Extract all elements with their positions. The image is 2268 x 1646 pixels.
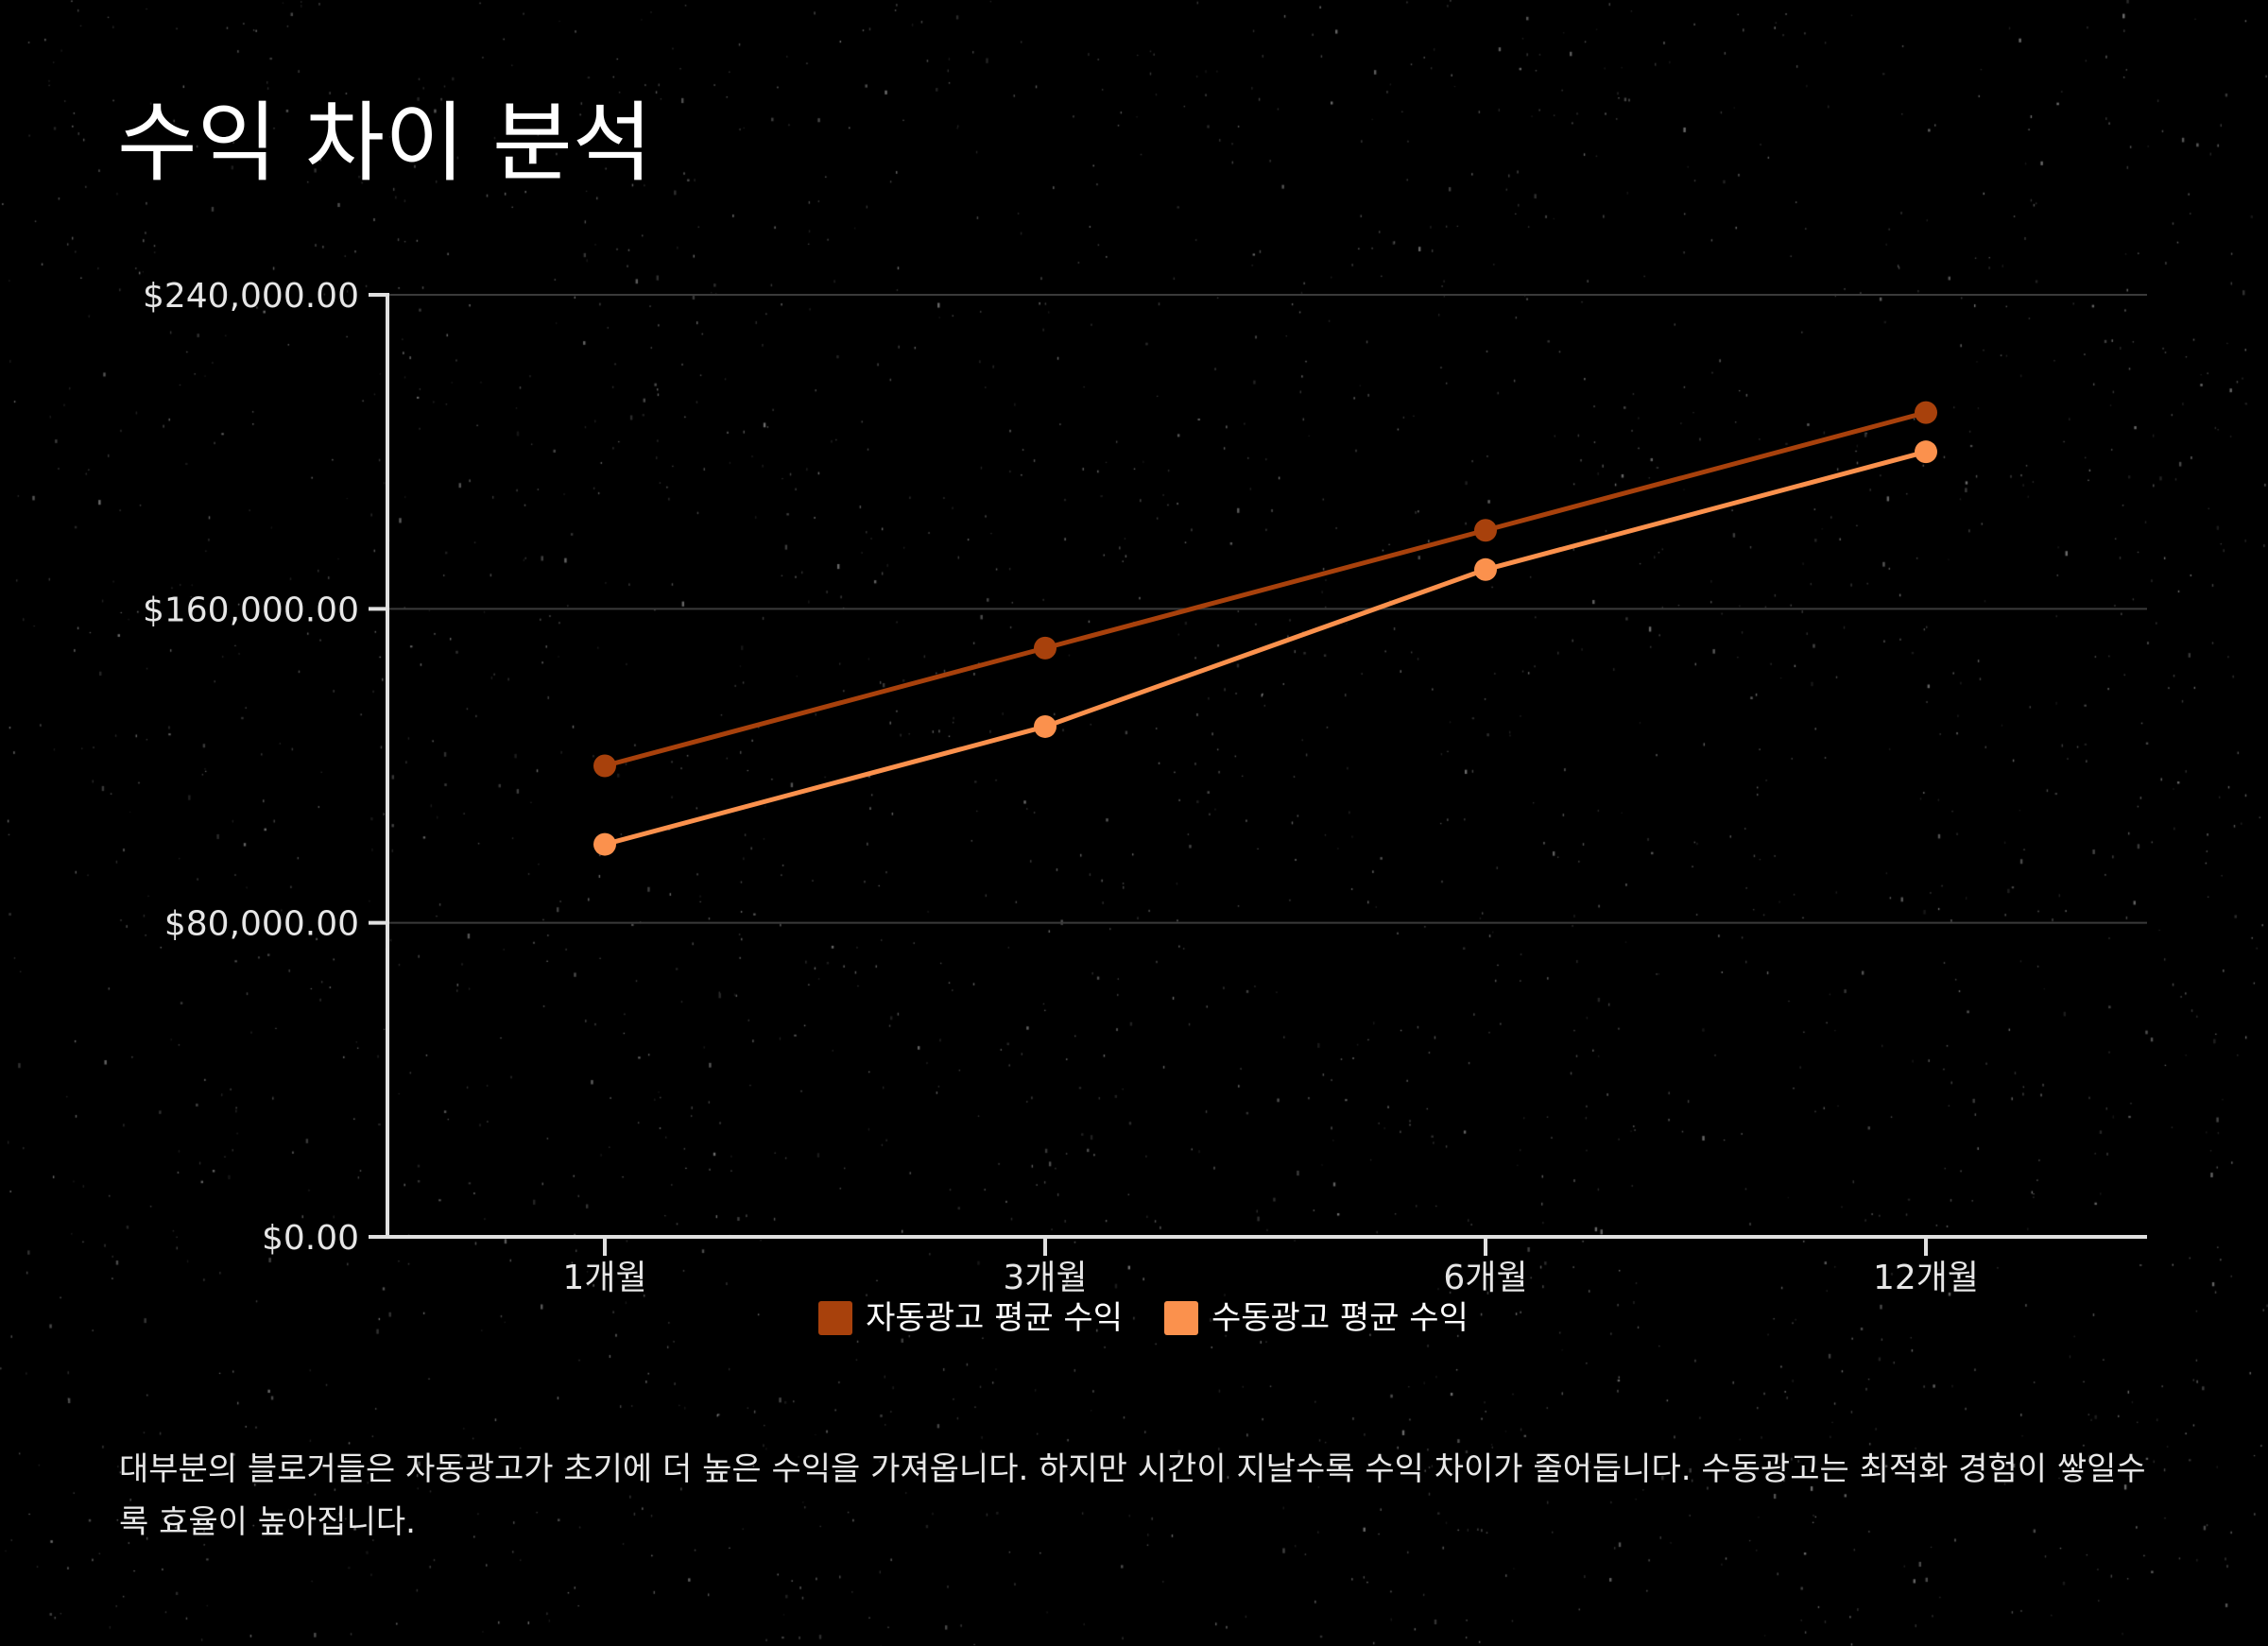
y-tick-label: $160,000.00 [143,591,359,629]
legend-swatch-auto [818,1301,853,1335]
axes: $0.00 $80,000.00 $160,000.00 $240,000.00 1개월… [143,277,2147,1297]
x-tick-label: 3개월 [1003,1259,1087,1297]
legend-label-manual: 수동광고 평균 수익 [1211,1299,1469,1337]
legend: 자동광고 평균 수익 수동광고 평균 수익 [0,1295,2268,1341]
gridlines [387,294,2147,924]
x-tick-label: 1개월 [562,1259,646,1297]
y-tick-label: $240,000.00 [143,277,359,316]
series-manual-point[interactable] [1034,714,1057,738]
legend-swatch-manual [1164,1301,1198,1335]
series-manual-line [604,449,1927,847]
x-tick-label: 12개월 [1873,1259,1979,1297]
series-auto-point[interactable] [593,754,616,778]
chart-title: 수익 차이 분석 [117,93,653,194]
legend-item-auto[interactable]: 자동광고 평균 수익 [818,1295,1123,1341]
series-manual-point[interactable] [1474,557,1497,581]
series-auto-point[interactable] [1034,636,1057,660]
series-manual-point[interactable] [1915,440,1937,464]
y-tick-label: $80,000.00 [164,905,359,944]
analysis-note: 대부분의 블로거들은 자동광고가 초기에 더 높은 수익을 가져옵니다. 하지만… [119,1450,2146,1541]
legend-item-manual[interactable]: 수동광고 평균 수익 [1164,1295,1469,1341]
y-tick-label: $0.00 [262,1219,359,1258]
series-auto-point[interactable] [1474,519,1497,542]
series-auto-line [604,410,1927,768]
series-auto-point[interactable] [1915,401,1937,424]
x-tick-label: 6개월 [1443,1259,1527,1297]
series-lines [593,401,1937,856]
series-manual-point[interactable] [593,832,616,856]
legend-label-auto: 자동광고 평균 수익 [866,1299,1123,1337]
